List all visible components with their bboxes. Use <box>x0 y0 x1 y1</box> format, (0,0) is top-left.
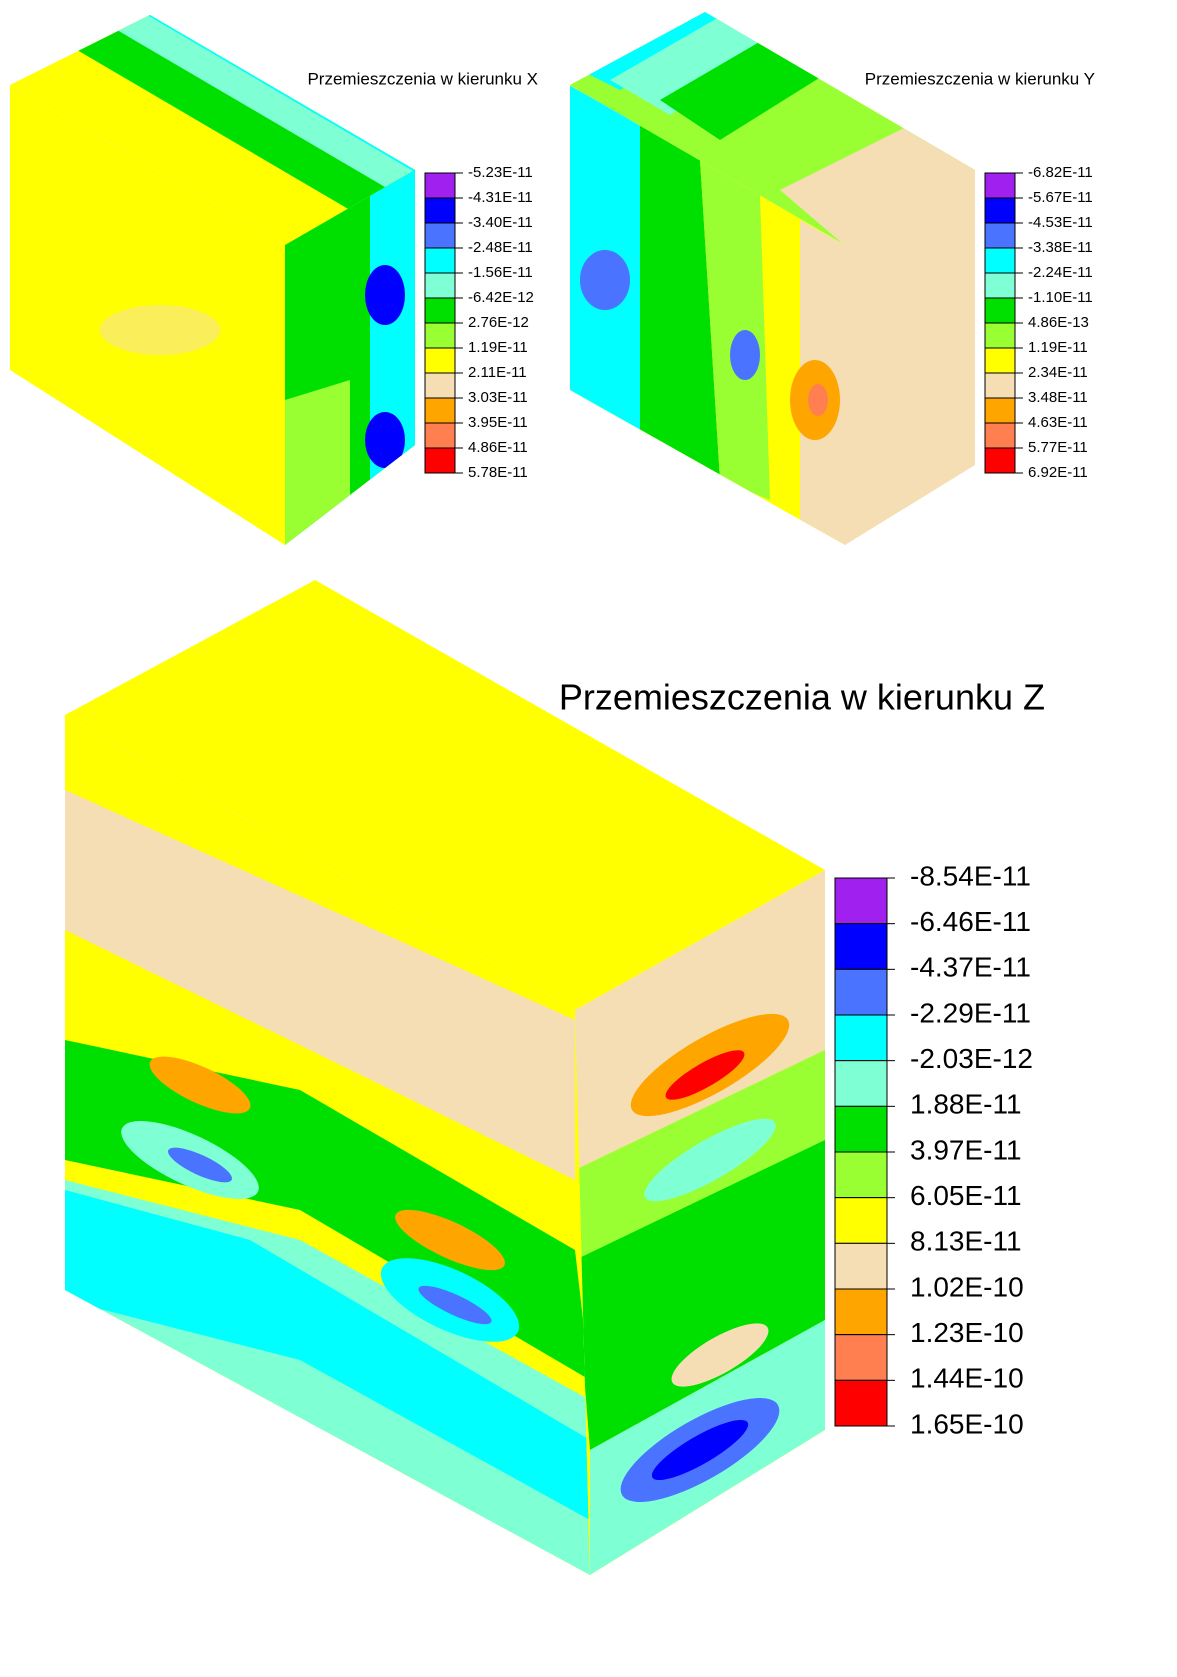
legend-swatch <box>835 1015 887 1061</box>
legend-swatch <box>425 248 455 273</box>
legend-swatch <box>985 248 1015 273</box>
legend-swatch <box>425 323 455 348</box>
legend-label: 1.02E-10 <box>910 1271 1024 1302</box>
block-z <box>50 570 840 1600</box>
legend-swatch <box>985 423 1015 448</box>
legend-swatch <box>835 1152 887 1198</box>
legend-swatch <box>835 1106 887 1152</box>
legend-label: 1.19E-11 <box>468 339 528 356</box>
legend-label: 8.13E-11 <box>910 1226 1022 1257</box>
legend-label: -5.23E-11 <box>468 164 533 181</box>
legend-swatch <box>425 298 455 323</box>
legend-swatch <box>835 878 887 924</box>
legend-label: -3.40E-11 <box>468 214 533 231</box>
legend-swatch <box>985 398 1015 423</box>
legend-label: 3.97E-11 <box>910 1134 1022 1165</box>
legend-label: 3.48E-11 <box>1028 389 1088 406</box>
legend-label: -2.29E-11 <box>910 997 1031 1028</box>
legend-swatch <box>425 423 455 448</box>
legend-swatch <box>985 273 1015 298</box>
legend-swatch <box>835 1335 887 1381</box>
legend-swatch <box>985 448 1015 473</box>
legend-label: -5.67E-11 <box>1028 189 1093 206</box>
legend-label: 1.44E-10 <box>910 1363 1024 1394</box>
legend-label: 4.86E-13 <box>1028 314 1089 331</box>
legend-label: 2.76E-12 <box>468 314 529 331</box>
legend-label: 1.88E-11 <box>910 1089 1022 1120</box>
legend-swatch <box>985 173 1015 198</box>
page: Przemieszczenia w kierunku X Przemieszcz… <box>0 0 1177 1677</box>
legend-label: 5.77E-11 <box>1028 439 1088 456</box>
legend-swatch <box>985 198 1015 223</box>
legend-label: 3.03E-11 <box>468 389 528 406</box>
legend-swatch <box>835 1380 887 1426</box>
legend-label: -8.54E-11 <box>910 860 1031 891</box>
legend-swatch <box>425 398 455 423</box>
legend-swatch <box>425 173 455 198</box>
legend-label: -6.46E-11 <box>910 906 1031 937</box>
legend-swatch <box>985 223 1015 248</box>
legend-swatch <box>835 969 887 1015</box>
legend-label: 4.86E-11 <box>468 439 528 456</box>
legend-label: 1.19E-11 <box>1028 339 1088 356</box>
legend-swatch <box>985 373 1015 398</box>
legend-label: -4.53E-11 <box>1028 214 1093 231</box>
legend-swatch <box>985 298 1015 323</box>
legend-label: 6.92E-11 <box>1028 464 1088 481</box>
legend-swatch <box>835 1198 887 1244</box>
legend-swatch <box>835 1061 887 1107</box>
legend-label: -1.56E-11 <box>468 264 533 281</box>
panel-title: Przemieszczenia w kierunku Y <box>865 69 1095 88</box>
legend-label: 4.63E-11 <box>1028 414 1088 431</box>
panel-title: Przemieszczenia w kierunku Z <box>559 677 1045 718</box>
legend-label: -1.10E-11 <box>1028 289 1093 306</box>
legend-swatch <box>425 198 455 223</box>
legend-swatch <box>425 348 455 373</box>
legend-label: 3.95E-11 <box>468 414 528 431</box>
legend-label: -4.31E-11 <box>468 189 533 206</box>
legend-label: 2.34E-11 <box>1028 364 1088 381</box>
figure: Przemieszczenia w kierunku X Przemieszcz… <box>0 0 1177 1677</box>
legend-swatch <box>835 1243 887 1289</box>
legend-label: -2.03E-12 <box>910 1043 1033 1074</box>
legend-label: -2.48E-11 <box>468 239 533 256</box>
legend-label: 6.05E-11 <box>910 1180 1022 1211</box>
legend-swatch <box>985 348 1015 373</box>
legend-swatch <box>425 373 455 398</box>
legend-swatch <box>425 273 455 298</box>
legend-swatch <box>835 924 887 970</box>
legend-label: -3.38E-11 <box>1028 239 1093 256</box>
legend-label: 1.65E-10 <box>910 1408 1024 1439</box>
legend-label: 5.78E-11 <box>468 464 528 481</box>
legend-swatch <box>425 448 455 473</box>
legend-label: -6.82E-11 <box>1028 164 1093 181</box>
legend-label: -6.42E-12 <box>468 289 534 306</box>
panel-title: Przemieszczenia w kierunku X <box>307 69 538 88</box>
legend-label: 1.23E-10 <box>910 1317 1024 1348</box>
legend-label: -4.37E-11 <box>910 952 1031 983</box>
legend-swatch <box>985 323 1015 348</box>
legend-label: 2.11E-11 <box>468 364 527 381</box>
legend-label: -2.24E-11 <box>1028 264 1093 281</box>
legend-swatch <box>425 223 455 248</box>
legend-swatch <box>835 1289 887 1335</box>
